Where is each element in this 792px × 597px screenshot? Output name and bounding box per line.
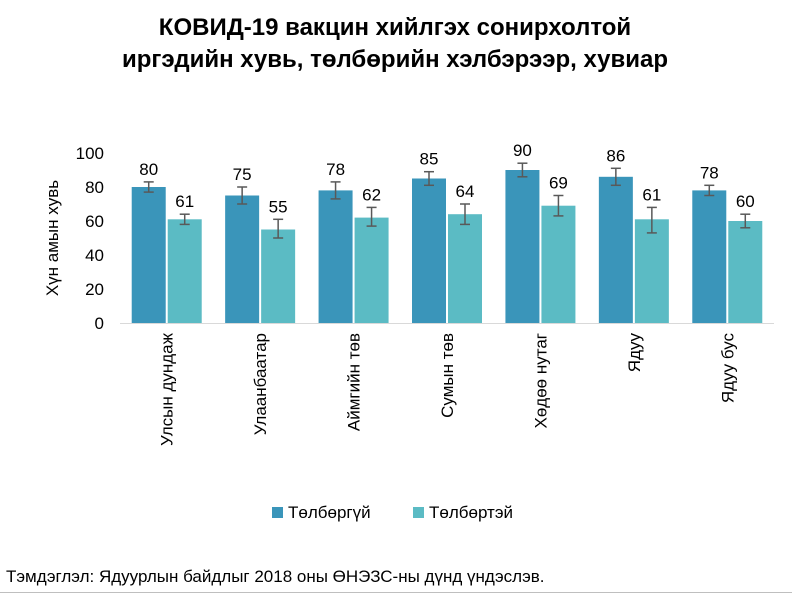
data-label: 75 — [233, 165, 252, 184]
bottom-divider — [0, 592, 792, 593]
bar — [541, 205, 576, 323]
data-label: 62 — [362, 185, 381, 204]
y-tick-label: 80 — [85, 178, 104, 197]
category-label: Аймгийн төв — [345, 333, 364, 431]
y-tick-label: 40 — [85, 246, 104, 265]
chart-title: КОВИД-19 вакцин хийлгэх сонирхолтой иргэ… — [122, 14, 668, 73]
y-tick-label: 20 — [85, 280, 104, 299]
bar — [225, 195, 260, 323]
legend-label: Төлбөртэй — [429, 503, 513, 522]
category-label: Улаанбаатар — [251, 333, 270, 435]
data-label: 78 — [700, 163, 719, 182]
bar — [131, 187, 166, 323]
category-label: Улсын дундаж — [158, 332, 177, 446]
data-label: 86 — [606, 146, 625, 165]
chart-area: 0 20 40 60 80 100 Хүн амын хувь 80 61 Улсын дунда… — [43, 141, 774, 522]
category-label: Хөдөө нутаг — [531, 333, 550, 428]
category-label: Сумын төв — [438, 333, 457, 418]
category-label: Ядуу — [625, 333, 644, 373]
data-label: 90 — [513, 141, 532, 160]
data-label: 64 — [456, 182, 475, 201]
bar — [448, 214, 482, 323]
y-tick-label: 0 — [95, 314, 104, 333]
bar — [692, 190, 727, 323]
footnote: Тэмдэглэл: Ядуурлын байдлыг 2018 оны ӨНЭ… — [6, 567, 545, 586]
data-label: 61 — [642, 185, 661, 204]
legend-label: Төлбөргүй — [288, 503, 371, 522]
data-label: 85 — [420, 150, 439, 169]
bar — [412, 178, 446, 323]
data-label: 78 — [326, 160, 345, 179]
bar — [318, 190, 353, 323]
category-label: Ядуу бус — [718, 333, 737, 404]
bar — [261, 229, 296, 323]
data-label: 61 — [175, 192, 194, 211]
data-label: 60 — [736, 192, 755, 211]
legend-swatch — [272, 507, 283, 518]
data-label: 80 — [139, 160, 158, 179]
data-label: 55 — [269, 197, 288, 216]
bar — [167, 219, 202, 323]
bar — [505, 170, 540, 323]
data-label: 69 — [549, 174, 568, 193]
bar — [728, 221, 763, 323]
y-axis-label: Хүн амын хувь — [43, 180, 62, 296]
y-tick-label: 100 — [76, 144, 104, 163]
bar — [634, 219, 669, 323]
legend-swatch — [413, 507, 424, 518]
y-tick-label: 60 — [85, 212, 104, 231]
bar — [598, 176, 633, 323]
bar — [354, 217, 389, 323]
